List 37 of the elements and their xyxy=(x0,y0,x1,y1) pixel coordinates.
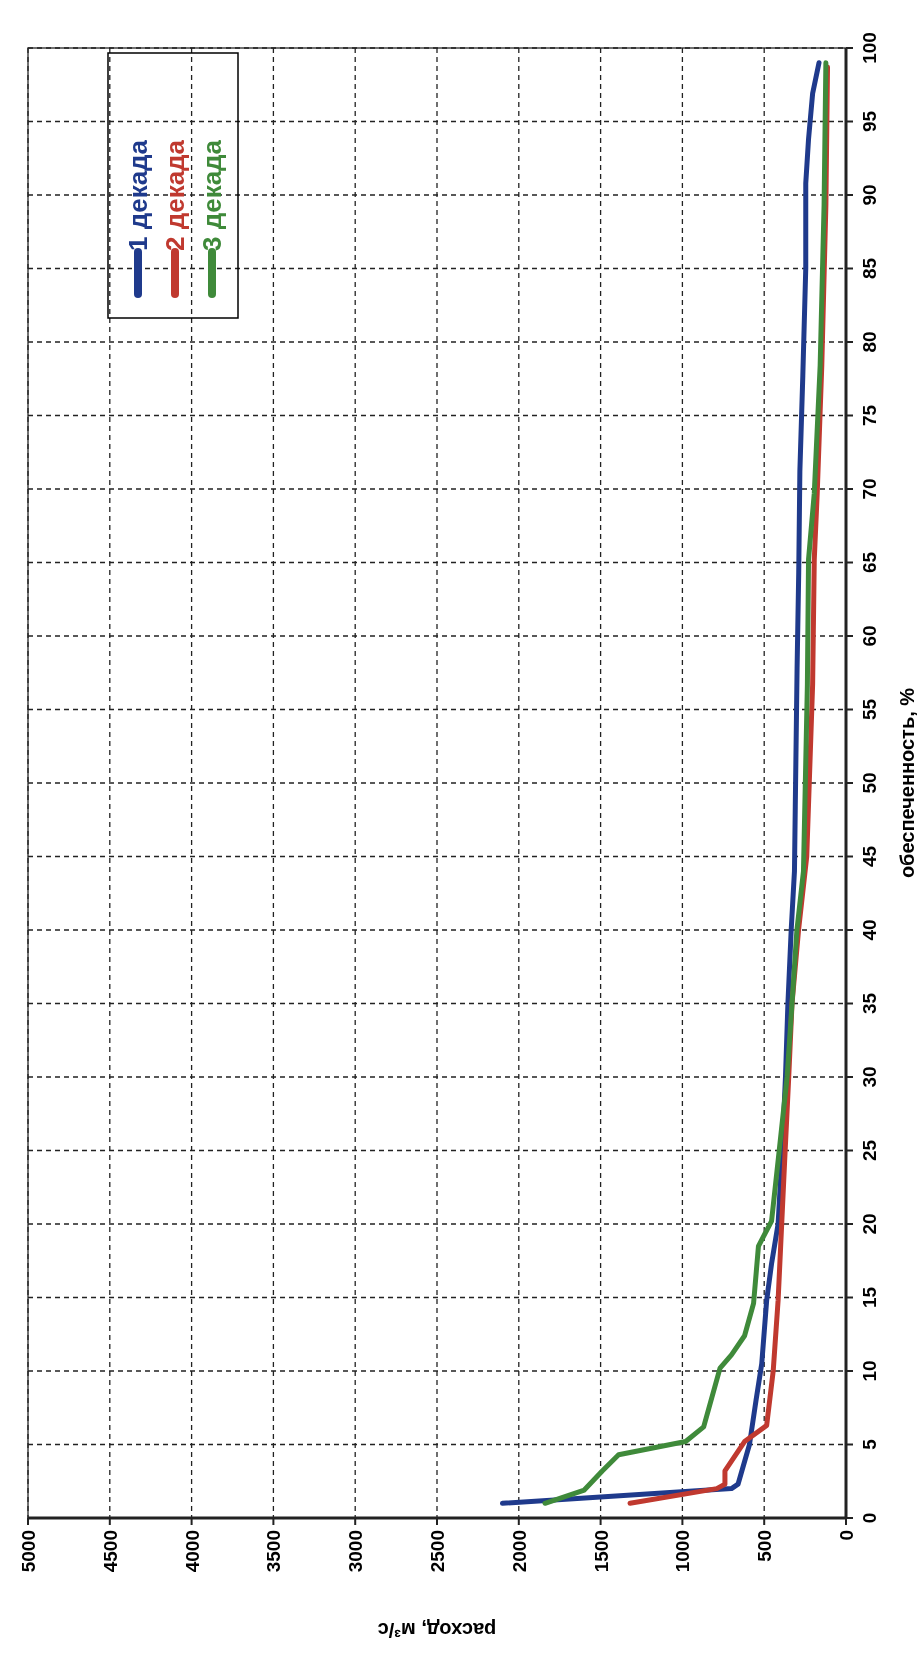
y-tick-label: 25 xyxy=(859,1139,880,1162)
y-tick-label: 15 xyxy=(859,1286,880,1309)
x-tick-label: 5000 xyxy=(18,1530,39,1573)
x-tick-label: 0 xyxy=(836,1530,857,1541)
x-tick-label: 500 xyxy=(754,1530,776,1562)
y-axis-title: обеспеченность, % xyxy=(896,687,918,879)
x-tick-label: 3000 xyxy=(345,1530,367,1573)
y-tick-label: 10 xyxy=(859,1360,880,1382)
x-tick-label: 4000 xyxy=(181,1530,203,1573)
y-tick-label: 30 xyxy=(859,1066,880,1088)
y-tick-label: 45 xyxy=(859,845,880,868)
x-tick-label: 1500 xyxy=(590,1530,612,1573)
y-tick-label: 100 xyxy=(859,32,880,64)
y-tick-label: 75 xyxy=(859,404,880,427)
text: 3 декада xyxy=(197,139,227,251)
text: 1 декада xyxy=(123,139,153,251)
x-tick-label: 4500 xyxy=(99,1530,121,1573)
x-tick-label: 2500 xyxy=(427,1530,448,1573)
y-tick-label: 40 xyxy=(859,919,880,941)
text: 2 декада xyxy=(160,139,190,251)
y-tick-label: 0 xyxy=(859,1512,880,1524)
y-tick-label: 5 xyxy=(859,1438,880,1450)
y-tick-label: 50 xyxy=(859,772,880,794)
x-tick-label: 2000 xyxy=(508,1530,530,1573)
y-tick-label: 20 xyxy=(859,1213,880,1235)
y-tick-label: 95 xyxy=(859,110,880,133)
y-tick-label: 60 xyxy=(859,625,880,647)
y-tick-label: 70 xyxy=(859,478,880,500)
y-tick-label: 65 xyxy=(859,551,880,574)
x-tick-label: 3500 xyxy=(263,1530,285,1573)
x-axis-title: расход, м³/с xyxy=(377,1619,497,1641)
y-tick-label: 55 xyxy=(859,698,880,721)
x-tick-label: 1000 xyxy=(672,1530,694,1573)
y-tick-label: 80 xyxy=(859,331,880,353)
y-tick-label: 35 xyxy=(859,992,880,1015)
y-tick-label: 90 xyxy=(859,184,880,206)
y-tick-label: 85 xyxy=(859,257,880,280)
